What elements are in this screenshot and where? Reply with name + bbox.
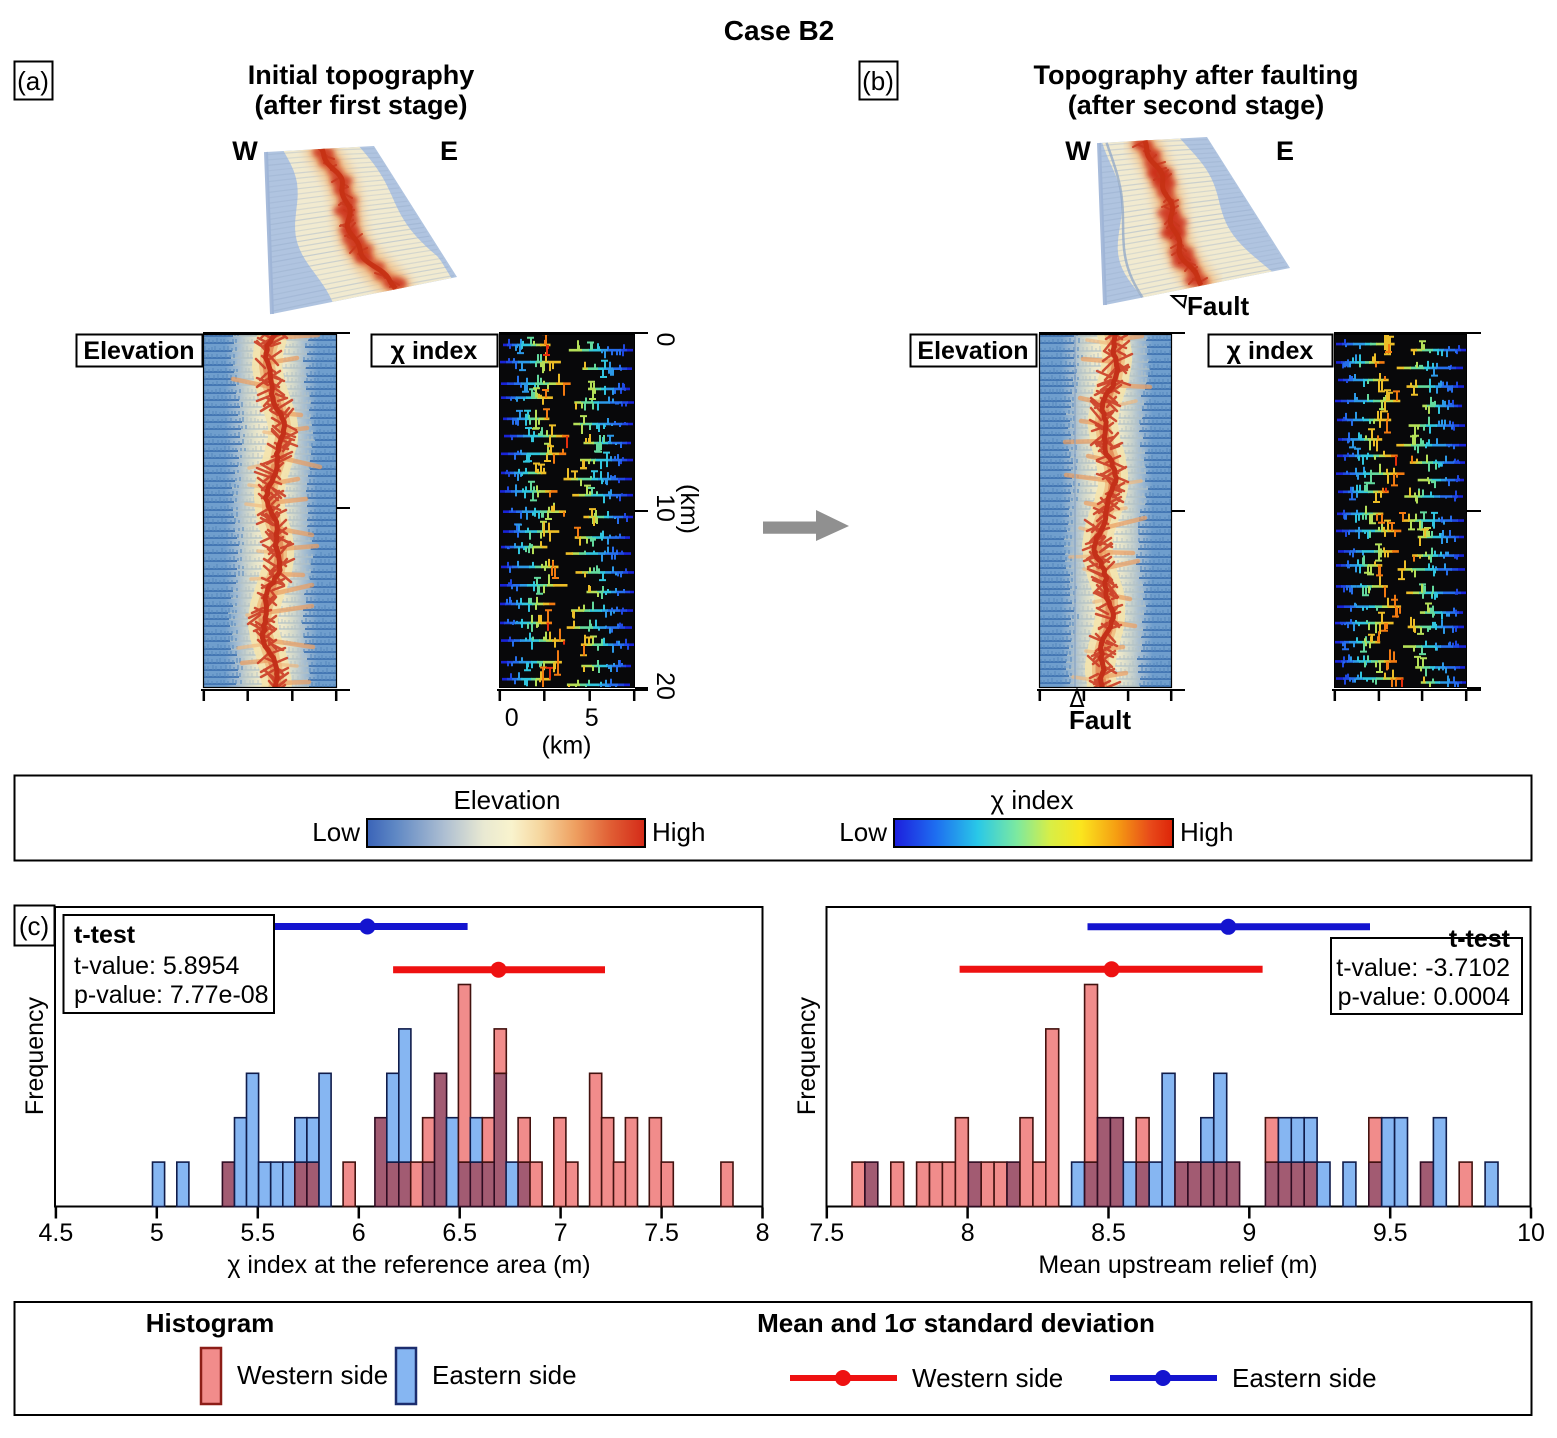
svg-text:Elevation: Elevation [83, 337, 194, 365]
svg-text:20: 20 [651, 672, 679, 700]
svg-text:9.5: 9.5 [1373, 1219, 1408, 1247]
svg-text:(a): (a) [17, 66, 49, 96]
svg-text:0: 0 [505, 704, 519, 732]
svg-text:9: 9 [1242, 1219, 1256, 1247]
svg-text:Elevation: Elevation [454, 785, 561, 815]
svg-text:Western side: Western side [912, 1363, 1063, 1393]
svg-text:8: 8 [961, 1219, 975, 1247]
svg-text:χ index at the reference area: χ index at the reference area (m) [227, 1251, 590, 1279]
svg-text:5: 5 [585, 704, 599, 732]
svg-text:7: 7 [554, 1219, 568, 1247]
svg-text:p-value: 0.0004: p-value: 0.0004 [1338, 983, 1510, 1011]
svg-text:Fault: Fault [1069, 705, 1131, 735]
svg-text:Mean upstream relief (m): Mean upstream relief (m) [1038, 1251, 1317, 1279]
svg-text:t-test: t-test [1449, 925, 1511, 953]
svg-text:t-value: -3.7102: t-value: -3.7102 [1336, 954, 1510, 982]
svg-text:Topography after faulting: Topography after faulting [1034, 60, 1359, 90]
svg-text:(km): (km) [675, 484, 703, 534]
svg-text:E: E [440, 136, 458, 166]
svg-text:10: 10 [651, 494, 679, 522]
svg-text:χ index: χ index [1227, 337, 1314, 365]
svg-text:10: 10 [1517, 1219, 1545, 1247]
svg-text:E: E [1276, 136, 1294, 166]
svg-text:W: W [1065, 136, 1091, 166]
svg-text:High: High [1180, 817, 1233, 847]
svg-text:p-value: 7.77e-08: p-value: 7.77e-08 [74, 981, 269, 1009]
svg-text:Low: Low [312, 817, 360, 847]
svg-text:W: W [232, 136, 258, 166]
svg-text:χ index: χ index [990, 785, 1073, 815]
svg-text:8: 8 [756, 1219, 770, 1247]
svg-text:Mean and 1σ standard deviation: Mean and 1σ standard deviation [757, 1308, 1155, 1338]
svg-text:(after second stage): (after second stage) [1068, 90, 1325, 120]
svg-text:7.5: 7.5 [644, 1219, 679, 1247]
svg-text:(km): (km) [542, 732, 592, 760]
svg-text:Western side: Western side [237, 1360, 388, 1390]
svg-text:5.5: 5.5 [240, 1219, 275, 1247]
svg-text:t-test: t-test [74, 921, 136, 949]
svg-text:Low: Low [839, 817, 887, 847]
svg-text:Fault: Fault [1187, 291, 1249, 321]
svg-text:(c): (c) [19, 911, 49, 941]
svg-text:t-value: 5.8954: t-value: 5.8954 [74, 952, 239, 980]
svg-text:(after first stage): (after first stage) [254, 90, 467, 120]
svg-text:Eastern side: Eastern side [432, 1360, 577, 1390]
svg-text:Elevation: Elevation [917, 337, 1028, 365]
svg-text:Initial topography: Initial topography [248, 60, 475, 90]
svg-text:5: 5 [150, 1219, 164, 1247]
svg-text:6: 6 [352, 1219, 366, 1247]
svg-text:(b): (b) [862, 66, 894, 96]
svg-text:8.5: 8.5 [1091, 1219, 1126, 1247]
svg-text:0: 0 [651, 333, 679, 347]
svg-text:Frequency: Frequency [21, 996, 49, 1115]
svg-text:Case B2: Case B2 [724, 15, 835, 46]
svg-text:Eastern side: Eastern side [1232, 1363, 1377, 1393]
svg-text:Histogram: Histogram [146, 1308, 275, 1338]
svg-text:6.5: 6.5 [442, 1219, 477, 1247]
svg-text:High: High [652, 817, 705, 847]
svg-text:4.5: 4.5 [39, 1219, 74, 1247]
svg-text:Frequency: Frequency [793, 996, 821, 1115]
svg-text:χ index: χ index [391, 337, 478, 365]
svg-text:7.5: 7.5 [809, 1219, 844, 1247]
